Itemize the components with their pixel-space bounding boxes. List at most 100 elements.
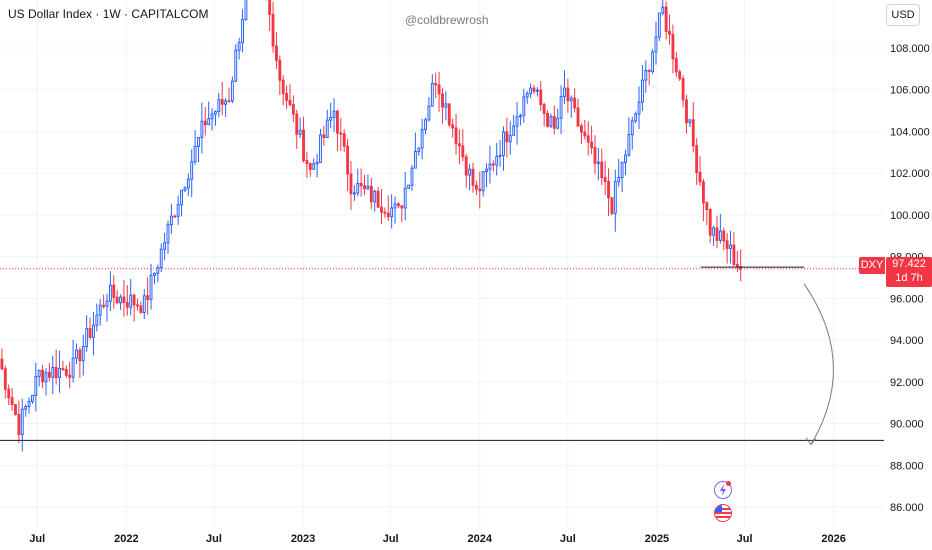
candle-body xyxy=(112,284,116,298)
projection-arrowhead xyxy=(805,437,817,446)
candle-body xyxy=(302,129,305,162)
candle-body xyxy=(647,70,651,73)
candle-body xyxy=(735,263,739,268)
candle-body xyxy=(136,304,139,307)
candle-body xyxy=(349,173,353,195)
y-tick-label: 100.000 xyxy=(890,210,930,222)
candle-body xyxy=(542,104,546,114)
y-tick-label: 86.000 xyxy=(890,502,924,514)
candle-body xyxy=(315,161,319,165)
candle-body xyxy=(701,181,705,204)
candle-body xyxy=(549,116,553,127)
candle-body xyxy=(454,127,458,145)
candle-body xyxy=(85,328,89,348)
candle-body xyxy=(193,145,197,163)
candle-body xyxy=(214,111,217,115)
candle-body xyxy=(657,12,661,38)
event-dot-icon xyxy=(726,481,731,486)
candle-body xyxy=(671,33,675,60)
candle-body xyxy=(725,240,729,249)
candle-body xyxy=(278,59,282,81)
candle-body xyxy=(434,82,438,86)
candle-body xyxy=(437,84,441,95)
currency-button[interactable]: USD xyxy=(886,4,920,26)
candle-body xyxy=(427,105,431,121)
x-tick-label: Jul xyxy=(206,533,222,545)
symbol-badge: DXY xyxy=(859,257,885,274)
candle-body xyxy=(722,230,726,242)
candle-body xyxy=(322,134,326,138)
candle-body xyxy=(413,150,417,169)
candle-body xyxy=(220,99,224,105)
candle-body xyxy=(539,89,543,106)
candle-body xyxy=(363,185,366,190)
candle-body xyxy=(369,185,373,203)
candle-body xyxy=(400,205,404,209)
candle-body xyxy=(230,80,234,102)
candle-body xyxy=(691,119,695,147)
candle-body xyxy=(81,346,85,362)
candle-body xyxy=(115,296,119,304)
candle-body xyxy=(607,181,610,199)
candle-body xyxy=(495,155,499,166)
candle-body xyxy=(380,206,383,213)
x-tick-label: 2025 xyxy=(645,533,669,545)
candle-body xyxy=(546,112,549,127)
candle-body xyxy=(203,120,207,126)
candle-body xyxy=(441,93,444,108)
candle-body xyxy=(461,145,465,158)
candle-body xyxy=(352,192,356,195)
candle-body xyxy=(176,204,180,217)
candle-body xyxy=(573,97,577,109)
candle-body xyxy=(529,87,533,95)
candle-body xyxy=(346,145,350,175)
x-tick-label: 2022 xyxy=(114,533,138,545)
candle-body xyxy=(329,116,333,121)
candle-body xyxy=(376,190,380,208)
candle-body xyxy=(166,224,170,244)
candle-body xyxy=(132,294,136,306)
y-tick-label: 104.000 xyxy=(890,126,930,138)
candle-body xyxy=(685,99,688,124)
candle-body xyxy=(224,100,228,105)
candle-body xyxy=(695,145,699,173)
candle-body xyxy=(603,177,607,183)
candle-body xyxy=(474,184,478,190)
candle-body xyxy=(24,405,28,410)
candle-body xyxy=(159,248,163,269)
candle-body xyxy=(268,0,272,15)
candle-body xyxy=(51,366,55,378)
candle-body xyxy=(508,134,512,143)
candle-body xyxy=(556,117,560,129)
projection-arrow xyxy=(803,283,834,445)
candle-body xyxy=(217,99,221,113)
candle-body xyxy=(190,161,194,180)
candle-body xyxy=(624,154,627,164)
candle-body xyxy=(78,349,82,362)
candle-body xyxy=(579,125,583,133)
us-flag-event-icon[interactable] xyxy=(714,504,732,522)
candle-body xyxy=(200,120,204,138)
candle-body xyxy=(708,209,712,236)
candle-body xyxy=(478,188,482,192)
candle-body xyxy=(342,133,346,147)
candle-body xyxy=(156,267,160,274)
candle-body xyxy=(600,161,604,179)
candle-body xyxy=(7,388,11,399)
candle-body xyxy=(68,374,72,378)
candle-body xyxy=(17,413,21,436)
candle-body xyxy=(291,104,295,115)
candle-body xyxy=(386,212,390,218)
candle-body xyxy=(95,314,99,326)
candle-body xyxy=(241,18,244,44)
candle-body xyxy=(718,230,722,241)
candle-body xyxy=(661,6,665,14)
candle-body xyxy=(498,154,502,157)
candle-body xyxy=(390,207,394,218)
candle-body xyxy=(563,87,566,98)
candle-body xyxy=(678,71,682,80)
y-tick-label: 108.000 xyxy=(890,43,930,55)
y-tick-label: 102.000 xyxy=(890,168,930,180)
candle-body xyxy=(654,36,658,53)
